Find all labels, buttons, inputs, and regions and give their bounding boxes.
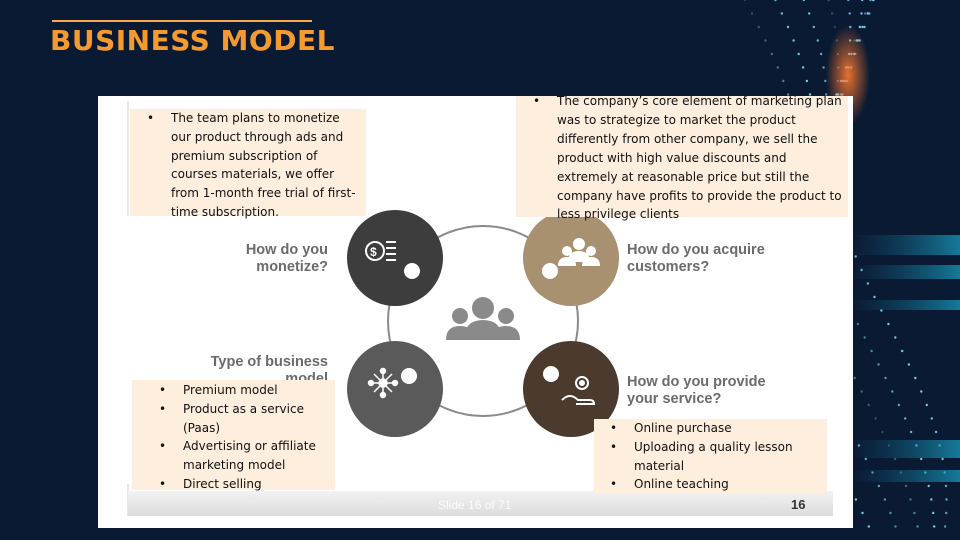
center-ring	[387, 225, 579, 417]
note-business-model-item: Product as a service (Paas)	[159, 400, 331, 438]
model-circle	[347, 341, 443, 437]
hand-gear-icon	[561, 376, 596, 405]
acquire-connector-dot	[542, 263, 558, 279]
note-service: Online purchase Uploading a quality less…	[594, 419, 827, 494]
note-marketing-item: The company’s core element of marketing …	[533, 96, 844, 224]
question-provide: How do you provide your service?	[627, 374, 766, 407]
slide-counter: Slide 16 of 71	[438, 498, 512, 512]
slide-footer-bar	[128, 491, 833, 516]
note-service-item: Online teaching	[610, 475, 823, 494]
monetize-circle	[347, 210, 443, 306]
note-marketing: The company’s core element of marketing …	[516, 96, 848, 221]
note-monetize-item: The team plans to monetize our product t…	[147, 109, 362, 222]
question-monetize: How do you monetize?	[245, 242, 328, 275]
network-nodes-icon	[367, 367, 399, 399]
page-number: 16	[791, 497, 806, 512]
note-service-item: Online purchase	[610, 419, 823, 438]
model-connector-dot	[401, 368, 417, 384]
service-circle	[523, 341, 619, 437]
note-business-model-item: Premium model	[159, 381, 331, 400]
slide-title: BUSINESS MODEL	[50, 24, 335, 57]
question-acquire: How do you acquire customers?	[627, 242, 765, 275]
note-service-item: Uploading a quality lesson material	[610, 438, 823, 476]
business-model-canvas: $	[98, 96, 853, 528]
monetize-connector-dot	[404, 263, 420, 279]
note-business-model-item: Direct selling	[159, 475, 331, 494]
note-monetize: The team plans to monetize our product t…	[130, 109, 366, 219]
customers-group-icon	[558, 238, 600, 266]
money-coins-icon: $	[365, 241, 396, 261]
service-connector-dot	[543, 366, 559, 382]
title-rule	[52, 20, 312, 22]
note-business-model-item: Advertising or affiliate marketing model	[159, 437, 331, 475]
note-business-model: Premium model Product as a service (Paas…	[132, 380, 335, 494]
svg-text:$: $	[370, 245, 377, 259]
canvas-graphic: $	[127, 101, 831, 516]
business-team-icon	[446, 297, 520, 340]
